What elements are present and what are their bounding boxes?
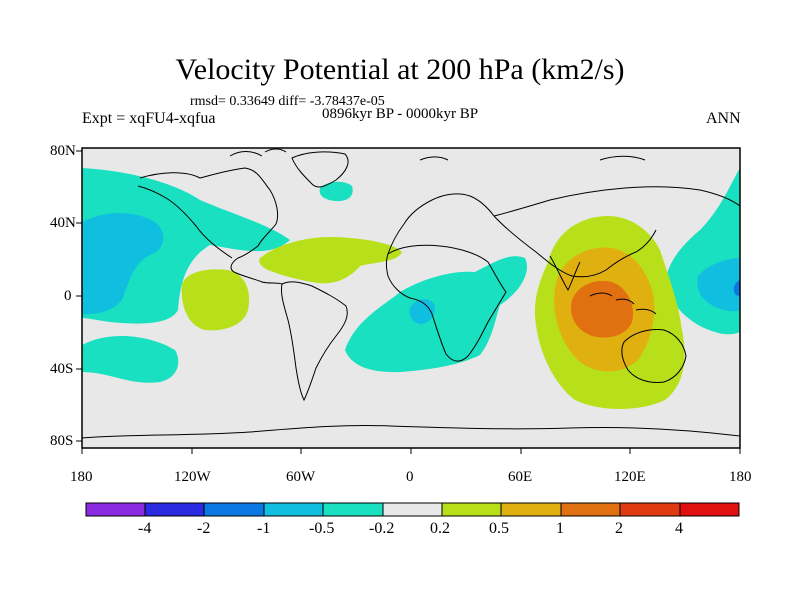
colorbar-label: -1: [257, 520, 271, 537]
colorbar-swatch: [619, 502, 681, 517]
contour-arctic-neg: [319, 181, 353, 202]
colorbar-swatch: [144, 502, 205, 517]
coast-north-america: [137, 167, 283, 285]
coast-asia: [493, 186, 740, 278]
colorbar: [85, 502, 740, 517]
colorbar-label: 0.2: [430, 520, 450, 537]
colorbar-swatch: [85, 502, 146, 517]
lon-label: 180: [70, 469, 93, 485]
season-label: ANN: [706, 110, 741, 127]
colorbar-swatch: [560, 502, 621, 517]
coast-greenland: [291, 151, 349, 188]
lon-label: 120W: [174, 469, 211, 485]
contour-gulf-of-guinea-core: [409, 299, 435, 324]
contour-central-pacific-core: [82, 213, 164, 315]
coastlines: [82, 148, 740, 439]
figure-title: Velocity Potential at 200 hPa (km2/s): [175, 53, 625, 86]
coast-africa: [386, 244, 507, 362]
colorbar-swatch: [263, 502, 324, 517]
lat-label: 0: [64, 288, 72, 304]
lon-label: 60E: [508, 469, 533, 485]
colorbar-swatch: [441, 502, 502, 517]
coast-arctic-islands: [229, 148, 646, 161]
colorbar-label: 2: [615, 520, 623, 537]
contour-far-east-core: [733, 280, 740, 296]
contour-east-pacific-core: [697, 258, 740, 312]
contour-atlantic-africa-neg: [345, 256, 528, 373]
colorbar-label: -2: [197, 520, 211, 537]
coast-south-america: [281, 281, 348, 402]
period-label: 0896kyr BP - 0000kyr BP: [322, 106, 479, 122]
lon-label: 0: [406, 469, 414, 485]
colorbar-swatch: [500, 502, 562, 517]
contour-fields: [82, 168, 740, 409]
contour-north-pacific-neg: [82, 168, 290, 324]
colorbar-label: -0.2: [369, 520, 395, 537]
colorbar-swatch: [679, 502, 740, 517]
axis-ticks: [76, 148, 741, 454]
lon-label: 180: [729, 469, 752, 485]
stats-line: rmsd= 0.33649 diff= -3.78437e-05: [190, 94, 385, 109]
lon-label: 60W: [286, 469, 316, 485]
colorbar-swatch: [382, 502, 443, 517]
lat-label: 40S: [50, 361, 74, 377]
contour-south-pacific-neg: [82, 335, 179, 383]
colorbar-swatch: [203, 502, 265, 517]
coast-india: [549, 255, 581, 292]
lat-label: 40N: [50, 215, 76, 231]
colorbar-label: 1: [556, 520, 564, 537]
coast-indonesia: [589, 292, 657, 315]
colorbar-swatch: [322, 502, 384, 517]
lat-label: 80S: [50, 433, 74, 449]
lat-label: 80N: [50, 143, 76, 159]
colorbar-label: 4: [675, 520, 683, 537]
coast-antarctica: [82, 424, 740, 439]
colorbar-label: -0.5: [309, 520, 335, 537]
colorbar-label: -4: [138, 520, 152, 537]
experiment-label: Expt = xqFU4-xqfua: [82, 110, 216, 127]
contour-maritime-continent-core: [570, 280, 634, 338]
coast-europe: [387, 193, 495, 255]
colorbar-label: 0.5: [489, 520, 509, 537]
lon-label: 120E: [614, 469, 646, 485]
contour-caribbean-pos: [259, 236, 402, 284]
coast-australia: [621, 329, 687, 383]
contour-east-pacific-pos: [181, 269, 250, 331]
